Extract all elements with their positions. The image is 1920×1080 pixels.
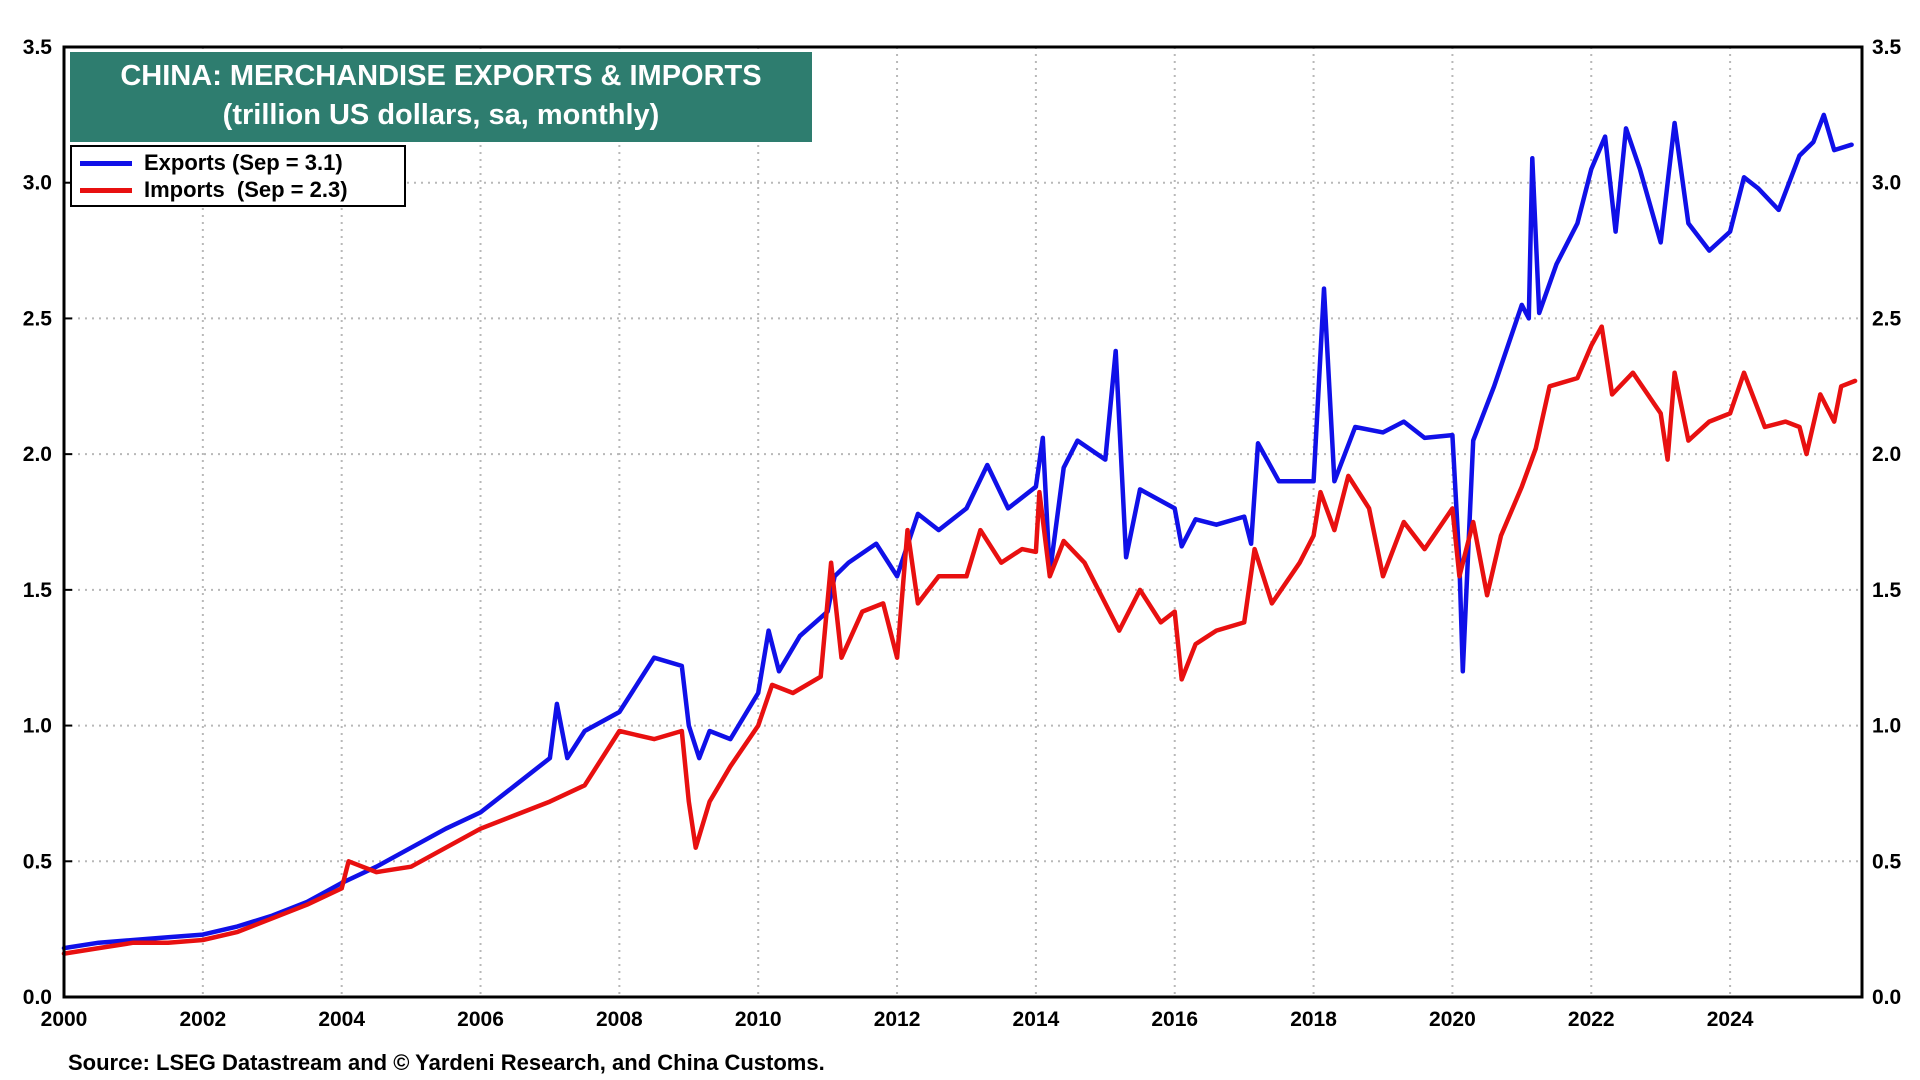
x-tick-label: 2002 <box>179 1008 226 1031</box>
x-tick-label: 2004 <box>318 1008 365 1031</box>
legend-swatch-imports <box>80 187 132 193</box>
legend-label-imports: Imports (Sep = 2.3) <box>144 177 348 202</box>
source-note: Source: LSEG Datastream and © Yardeni Re… <box>68 1050 825 1075</box>
plot-frame <box>62 45 1864 999</box>
series-lines <box>61 112 1858 956</box>
y-tick-label-left: 0.5 <box>23 850 53 873</box>
x-tick-label: 2022 <box>1568 1008 1615 1031</box>
chart-title: CHINA: MERCHANDISE EXPORTS & IMPORTS <box>120 60 762 92</box>
legend: Exports (Sep = 3.1) Imports (Sep = 2.3) <box>70 145 406 207</box>
y-tick-label-left: 1.0 <box>23 715 52 738</box>
legend-label-exports: Exports (Sep = 3.1) <box>144 150 343 175</box>
y-tick-label-left: 1.5 <box>23 579 53 602</box>
series-line-imports <box>61 324 1858 956</box>
x-tick-label: 2014 <box>1013 1008 1060 1031</box>
y-tick-label-right: 3.5 <box>1872 36 1902 59</box>
y-tick-label-left: 0.0 <box>23 986 52 1009</box>
series-line-exports <box>61 112 1854 951</box>
y-tick-label-left: 2.0 <box>23 443 52 466</box>
x-tick-label: 2020 <box>1429 1008 1476 1031</box>
y-tick-label-right: 1.5 <box>1872 579 1902 602</box>
y-tick-label-right: 0.5 <box>1872 850 1902 873</box>
x-tick-label: 2006 <box>457 1008 504 1031</box>
y-tick-label-right: 1.0 <box>1872 715 1901 738</box>
legend-item-exports: Exports (Sep = 3.1) <box>80 150 343 175</box>
y-tick-label-right: 2.0 <box>1872 443 1901 466</box>
legend-item-imports: Imports (Sep = 2.3) <box>80 177 348 202</box>
legend-swatch-exports <box>80 160 132 166</box>
x-tick-label: 2018 <box>1290 1008 1337 1031</box>
tick-labels: 0.0 0.0 0.5 0.5 1.0 1.0 1.5 1.5 2.0 2.0 2.5 2.5 3.0 3… <box>23 36 1902 1031</box>
x-tick-label: 2010 <box>735 1008 782 1031</box>
y-tick-label-right: 2.5 <box>1872 307 1902 330</box>
x-tick-label: 2016 <box>1151 1008 1198 1031</box>
chart-subtitle: (trillion US dollars, sa, monthly) <box>222 99 660 131</box>
y-tick-label-left: 2.5 <box>23 307 53 330</box>
y-tick-label-right: 0.0 <box>1872 986 1901 1009</box>
y-tick-label-left: 3.5 <box>23 36 53 59</box>
x-tick-label: 2000 <box>41 1008 88 1031</box>
grid <box>64 47 1862 997</box>
x-tick-label: 2024 <box>1707 1008 1754 1031</box>
y-tick-label-left: 3.0 <box>23 172 52 195</box>
x-tick-label: 2008 <box>596 1008 643 1031</box>
x-tick-label: 2012 <box>874 1008 921 1031</box>
chart-title-box: CHINA: MERCHANDISE EXPORTS & IMPORTS (tr… <box>70 52 812 142</box>
y-tick-label-right: 3.0 <box>1872 172 1901 195</box>
